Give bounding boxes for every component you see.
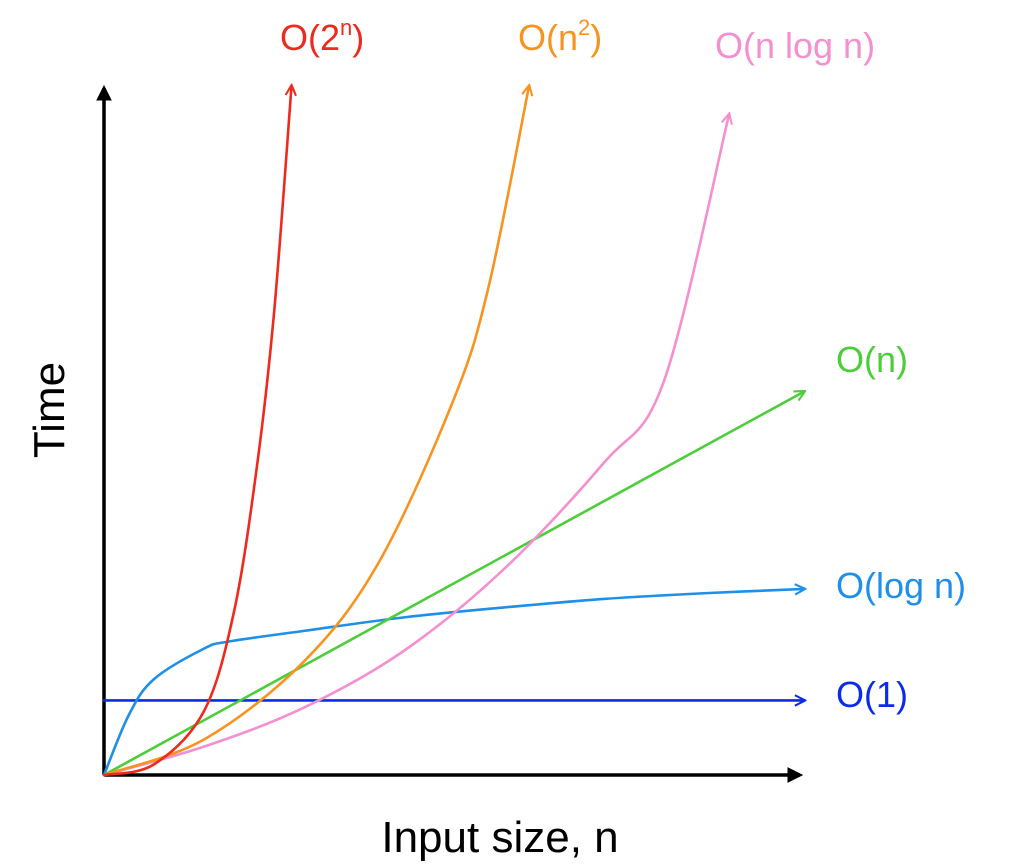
series-labels: O(2n) O(n2) O(n log n) O(n) O(log n) O(1… [280, 15, 966, 715]
x-axis-title: Input size, n [381, 813, 618, 862]
label-on: O(n) [836, 339, 908, 380]
label-on2: O(n2) [518, 15, 602, 58]
series-line-onlogn [102, 115, 729, 777]
series-layer [102, 86, 804, 777]
label-o1: O(1) [836, 674, 908, 715]
series-line-ologn [102, 589, 804, 777]
y-axis-title: Time [25, 362, 74, 458]
label-ologn: O(log n) [836, 565, 966, 606]
axes [96, 84, 804, 783]
label-onlogn: O(n log n) [715, 25, 875, 66]
series-line-on [102, 392, 804, 777]
series-line-o2n [102, 86, 292, 777]
label-o2n: O(2n) [280, 15, 364, 58]
series-line-on2 [102, 86, 529, 777]
